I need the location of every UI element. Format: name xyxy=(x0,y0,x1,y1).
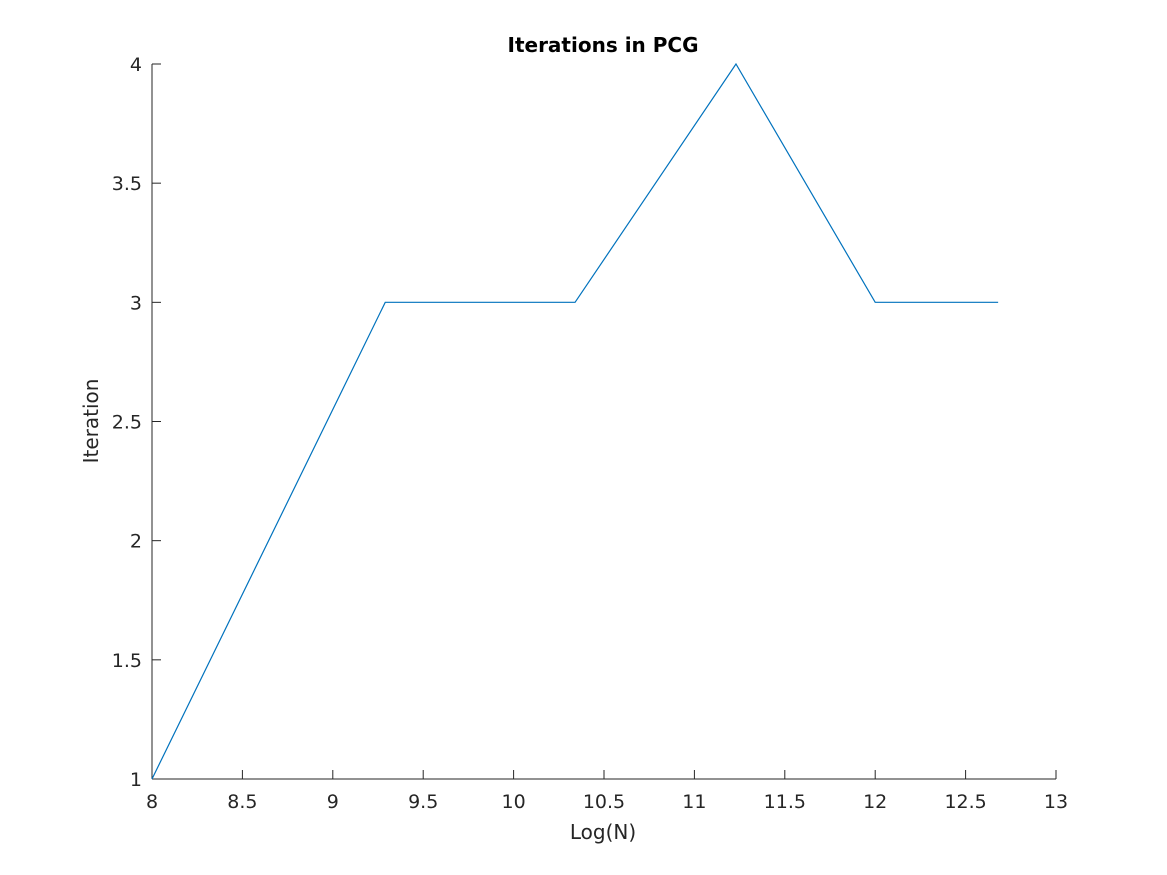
chart-title: Iterations in PCG xyxy=(508,33,699,57)
x-tick-label: 11 xyxy=(682,791,706,813)
y-tick-label: 3.5 xyxy=(112,173,142,195)
x-tick-label: 11.5 xyxy=(764,791,806,813)
x-tick-label: 9.5 xyxy=(408,791,438,813)
x-tick-label: 10 xyxy=(502,791,526,813)
x-tick-label: 8.5 xyxy=(227,791,257,813)
x-tick-label: 9 xyxy=(327,791,339,813)
x-tick-label: 12 xyxy=(863,791,887,813)
y-tick-label: 1.5 xyxy=(112,650,142,672)
series-line xyxy=(151,62,999,780)
y-tick-label: 4 xyxy=(130,54,142,76)
y-tick-label: 2 xyxy=(130,531,142,553)
y-tick-label: 2.5 xyxy=(112,412,142,434)
x-tick-label: 12.5 xyxy=(944,791,986,813)
y-tick-label: 1 xyxy=(130,769,142,791)
x-tick-label: 10.5 xyxy=(583,791,625,813)
y-axis-label: Iteration xyxy=(79,379,103,464)
x-axis-ticks: 8 8.5 9 9.5 10 10.5 11 11.5 12 12.5 13 xyxy=(146,770,1068,813)
x-tick-label: 13 xyxy=(1044,791,1068,813)
x-axis-label: Log(N) xyxy=(570,820,636,844)
y-axis-ticks: 1 1.5 2 2.5 3 3.5 4 xyxy=(112,54,161,791)
series-layer xyxy=(151,62,999,780)
x-tick-label: 8 xyxy=(146,791,158,813)
y-tick-label: 3 xyxy=(130,292,142,314)
